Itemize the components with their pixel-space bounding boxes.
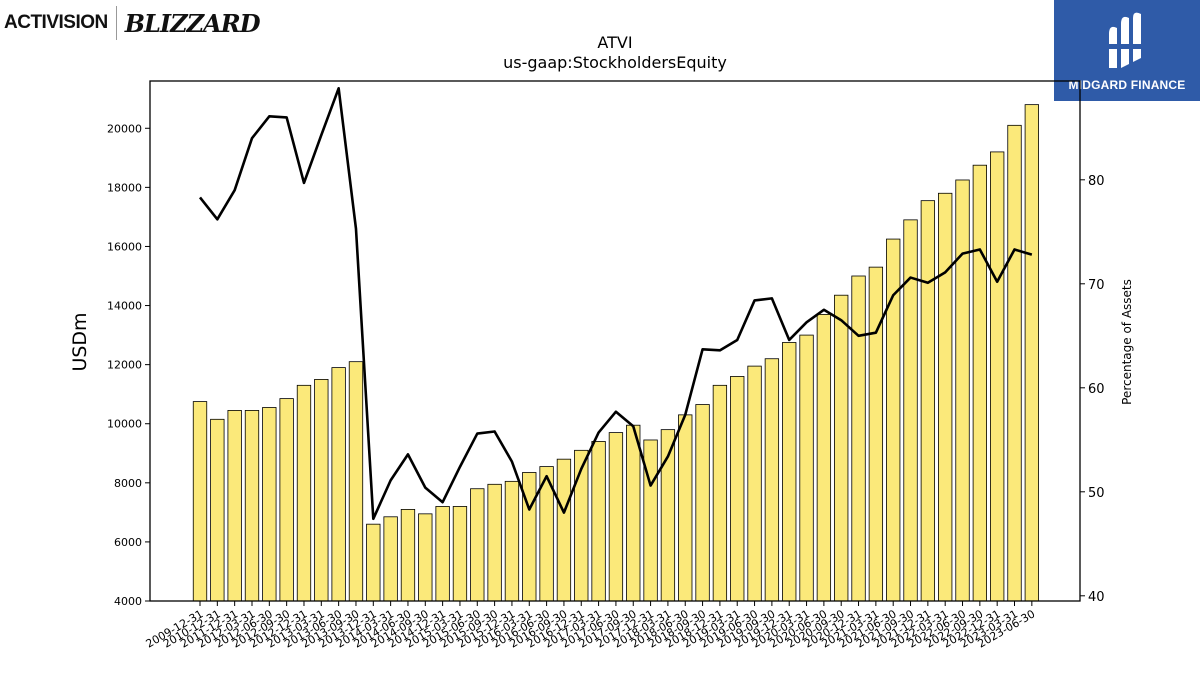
activision-blizzard-logo: ACTIVISION BLIZZARD	[4, 4, 261, 42]
y2-tick-label: 80	[1088, 174, 1105, 189]
equity-bar	[886, 238, 901, 602]
equity-bar	[556, 458, 572, 602]
equity-bar	[331, 367, 346, 602]
equity-bar	[591, 441, 606, 602]
equity-bar	[504, 480, 520, 602]
equity-bar	[210, 418, 225, 602]
equity-bar	[296, 384, 312, 602]
equity-bar	[782, 342, 797, 602]
equity-bar	[574, 449, 589, 602]
equity-bar	[816, 314, 832, 602]
equity-bar	[348, 361, 364, 602]
activision-wordmark: ACTIVISION	[4, 12, 108, 33]
chart-title: ATVI	[597, 33, 632, 52]
equity-bar	[712, 384, 728, 602]
equity-bar	[262, 407, 277, 602]
plot-frame	[149, 80, 1081, 602]
equity-bar	[851, 275, 866, 602]
y2-tick-label: 50	[1088, 486, 1105, 501]
equity-bar	[366, 523, 381, 602]
equity-bar	[972, 164, 987, 602]
equity-bar	[799, 334, 814, 602]
equity-bar	[452, 506, 468, 602]
y2-tick-label: 40	[1088, 590, 1105, 605]
equity-bar	[695, 404, 710, 602]
y-tick-label: 16000	[107, 240, 142, 253]
equity-bar	[834, 294, 849, 602]
y2-tick-label: 60	[1088, 382, 1105, 397]
equity-bar	[470, 488, 485, 602]
equity-bar	[418, 513, 433, 602]
y2-tick-label: 70	[1088, 278, 1105, 293]
midgard-wordmark: MIDGARD FINANCE	[1068, 77, 1186, 92]
y2-axis-label: Percentage of Assets	[1120, 279, 1134, 405]
equity-bar	[400, 509, 416, 602]
equity-bar	[678, 414, 693, 602]
equity-bar	[435, 506, 450, 602]
logo-divider	[115, 6, 117, 40]
equity-bar	[747, 365, 762, 602]
y-tick-label: 18000	[107, 181, 142, 194]
equity-bar	[383, 516, 398, 602]
equity-bar	[244, 410, 260, 602]
blizzard-wordmark: BLIZZARD	[124, 8, 261, 38]
equity-bar	[1024, 104, 1039, 602]
equity-bar	[487, 483, 502, 602]
y-tick-label: 12000	[107, 359, 142, 372]
equity-bar	[868, 266, 884, 602]
equity-bar	[314, 379, 329, 602]
equity-bar	[938, 192, 953, 602]
equity-bar	[730, 376, 745, 602]
y-tick-label: 14000	[107, 300, 142, 313]
chart-subtitle: us-gaap:StockholdersEquity	[503, 53, 727, 72]
y-tick-label: 4000	[114, 595, 142, 608]
equity-bar	[955, 179, 970, 602]
equity-bar	[643, 439, 658, 602]
equity-bar	[192, 401, 208, 602]
equity-bar	[626, 424, 641, 602]
equity-bar	[1007, 124, 1022, 602]
y-axis-label: USDm	[69, 312, 91, 371]
equity-bar	[608, 432, 624, 602]
equity-bar	[990, 151, 1005, 602]
equity-bar	[522, 472, 537, 602]
midgard-finance-logo: MIDGARD FINANCE	[1054, 0, 1200, 101]
equity-bar	[227, 410, 242, 602]
y-tick-label: 10000	[107, 418, 142, 431]
y-tick-label: 8000	[114, 477, 142, 490]
percentage-of-assets-line	[198, 86, 1033, 521]
y-tick-label: 6000	[114, 536, 142, 549]
equity-bar	[764, 358, 780, 602]
equity-bar	[279, 398, 294, 602]
midgard-emblem-icon	[1107, 12, 1147, 68]
equity-bar	[920, 200, 936, 602]
y-tick-label: 20000	[107, 122, 142, 135]
